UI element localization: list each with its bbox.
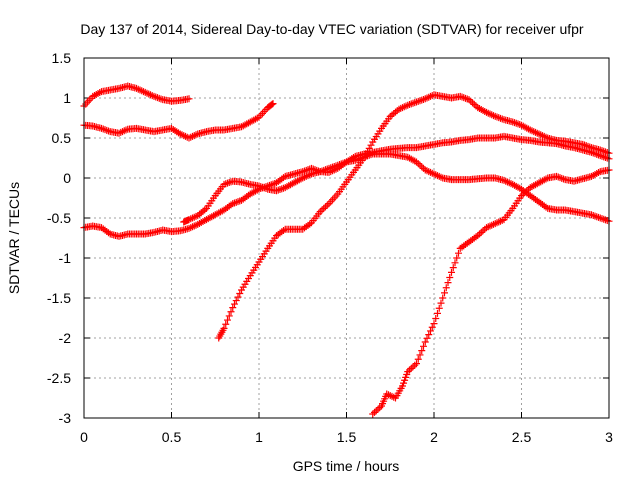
data-point: [367, 141, 375, 149]
data-point: [469, 99, 476, 107]
data-point: [453, 254, 461, 262]
data-point: [444, 279, 452, 287]
data-point: [372, 407, 380, 415]
data-point: [232, 297, 240, 305]
data-point: [446, 274, 454, 282]
axis-ticks: 0 0.5 1 1.5 2 2.5 3 1.5 1 0.5 0 -0.5 -1 -1.5 -2 -2.5 -3: [47, 50, 613, 445]
data-point: [220, 324, 228, 332]
series-arc-5: [215, 91, 613, 342]
data-point: [416, 351, 424, 359]
x-tick-label: 0: [80, 429, 88, 445]
data-point: [365, 144, 373, 152]
series-arc-6: [369, 166, 613, 418]
data-point: [322, 203, 329, 211]
chart-title: Day 137 of 2014, Sidereal Day-to-day VTE…: [80, 21, 584, 37]
y-axis-label: SDTVAR / TECUs: [6, 182, 22, 294]
data-point: [441, 289, 448, 297]
data-point: [236, 290, 244, 298]
data-point: [318, 206, 326, 214]
x-axis-label: GPS time / hours: [293, 458, 400, 474]
data-point: [222, 320, 230, 328]
data-point: [224, 316, 231, 324]
data-point: [227, 308, 235, 316]
data-point: [427, 327, 434, 335]
data-point: [437, 299, 445, 307]
data-point: [185, 95, 193, 103]
y-tick-label: -1.5: [47, 290, 71, 306]
data-point: [421, 338, 429, 346]
data-point: [455, 249, 462, 257]
y-tick-label: 0: [63, 170, 71, 186]
data-point: [229, 304, 237, 312]
data-point: [428, 323, 436, 331]
x-tick-label: 1.5: [337, 429, 357, 445]
y-tick-label: -0.5: [47, 210, 71, 226]
data-point: [414, 355, 422, 363]
data-point: [434, 309, 441, 317]
plot-frame: [83, 57, 610, 419]
series-arc-4: [180, 150, 613, 226]
grid-lines: [84, 58, 609, 418]
x-tick-label: 2: [430, 429, 438, 445]
data-point: [323, 201, 331, 209]
data-point: [435, 304, 443, 312]
x-tick-label: 0.5: [162, 429, 182, 445]
x-tick-label: 2.5: [512, 429, 532, 445]
x-tick-label: 3: [605, 429, 613, 445]
data-point: [268, 100, 276, 108]
data-point: [409, 363, 417, 371]
y-tick-label: 1.5: [52, 50, 72, 66]
data-point: [416, 161, 424, 169]
data-point: [423, 334, 431, 342]
y-tick-label: -2.5: [47, 370, 71, 386]
data-points: [80, 82, 613, 418]
data-point: [425, 331, 433, 339]
data-point: [420, 342, 427, 350]
x-tick-label: 1: [255, 429, 263, 445]
data-point: [407, 364, 415, 372]
data-point: [418, 347, 426, 355]
data-point: [231, 300, 238, 308]
data-point: [470, 100, 478, 108]
data-point: [411, 361, 419, 369]
data-point: [269, 100, 277, 108]
y-tick-label: -2: [59, 330, 72, 346]
data-point: [369, 410, 377, 418]
y-tick-label: 1: [63, 90, 71, 106]
data-point: [225, 312, 233, 320]
y-tick-label: -3: [59, 410, 72, 426]
data-point: [234, 293, 242, 301]
data-point: [449, 264, 457, 272]
data-point: [320, 204, 328, 212]
data-point: [439, 294, 447, 302]
data-point: [432, 314, 440, 322]
series-arc-1: [80, 82, 193, 110]
series-arc-2: [80, 100, 277, 142]
data-point: [371, 408, 378, 416]
data-point: [418, 163, 426, 171]
data-point: [374, 405, 382, 413]
y-tick-label: 0.5: [52, 130, 72, 146]
data-point: [413, 360, 420, 368]
data-point: [430, 320, 438, 328]
data-point: [479, 227, 487, 235]
data-point: [477, 228, 485, 236]
data-point: [448, 268, 455, 276]
data-point: [451, 259, 459, 267]
data-point: [442, 284, 450, 292]
y-tick-label: -1: [59, 250, 72, 266]
